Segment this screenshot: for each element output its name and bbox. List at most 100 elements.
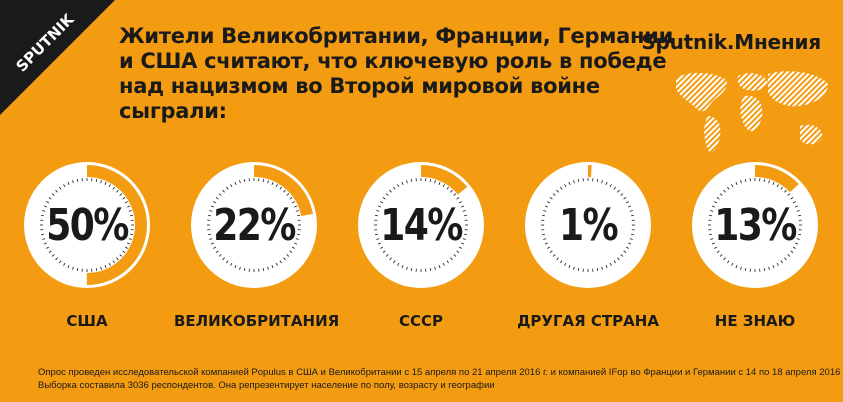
gauge-tick — [784, 257, 787, 261]
gauge-tick — [790, 197, 794, 200]
gauge-tick — [222, 257, 225, 261]
gauge-tick — [262, 267, 265, 272]
gauge-category-label: ВЕЛИКОБРИТАНИЯ — [174, 312, 340, 330]
gauge-tick — [716, 250, 720, 253]
gauge-tick — [207, 233, 212, 236]
gauge-tick — [797, 214, 802, 217]
gauge-tick — [792, 246, 796, 249]
gauge-tick — [790, 250, 794, 253]
gauge-tick — [723, 257, 726, 261]
gauge-tick — [376, 210, 380, 212]
gauge-tick — [438, 265, 441, 269]
gauge-tick — [723, 189, 726, 193]
gauge-tick — [380, 246, 384, 249]
gauge-tick — [613, 260, 616, 264]
gauge-tick — [577, 178, 580, 183]
gauge-tick — [629, 238, 633, 240]
gauge-tick — [374, 233, 379, 236]
gauge-value-label: 14% — [380, 199, 463, 251]
gauge-tick — [711, 205, 715, 208]
gauge-tick — [625, 246, 629, 249]
gauge-tick — [787, 193, 791, 196]
gauge-tick — [215, 250, 219, 253]
gauge-tick — [389, 257, 392, 261]
gauge-tick — [776, 262, 779, 266]
gauge-tick — [213, 201, 217, 204]
gauge-tick — [218, 193, 222, 196]
gauge-tick — [708, 233, 713, 236]
gauge-tick — [210, 242, 214, 245]
gauge-tick — [549, 197, 553, 200]
gauge-tick — [122, 250, 126, 253]
gauge-category-label: СССР — [398, 312, 444, 330]
gauge-tick — [226, 260, 229, 264]
gauge-tick — [446, 186, 449, 190]
gauge-tick — [596, 267, 599, 272]
gauge-tick — [628, 205, 632, 208]
gauge-tick — [620, 193, 624, 196]
gauge-tick — [429, 267, 432, 272]
gauge-tick — [63, 262, 66, 266]
gauge-tick — [776, 184, 779, 188]
gauge-tick — [406, 266, 408, 270]
gauge-inner-disc — [44, 182, 130, 268]
gauge-tick — [544, 205, 548, 208]
gauge-tick — [740, 180, 742, 184]
gauge-tick — [560, 186, 563, 190]
gauge-tick — [124, 246, 128, 249]
gauge-tick — [48, 250, 52, 253]
gauge-tick — [42, 238, 46, 240]
gauge-tick — [243, 178, 246, 183]
gauge-tick — [209, 210, 213, 212]
gauge-tick — [295, 210, 299, 212]
gauge-tick — [116, 257, 119, 261]
gauge-tick — [623, 197, 627, 200]
gauge-tick — [210, 205, 214, 208]
gauge-tick — [100, 266, 102, 270]
gauge-tick — [376, 238, 380, 240]
gauge-tick — [275, 184, 278, 188]
gauge-tick — [128, 238, 132, 240]
gauge-tick — [577, 267, 580, 272]
gauge-progress-arc — [528, 165, 648, 285]
gauge-tick — [541, 214, 546, 217]
gauge-tick — [215, 197, 219, 200]
gauge-tick — [556, 257, 559, 261]
gauge-tick — [772, 181, 775, 185]
gauge-tick — [55, 189, 58, 193]
footnote: Опрос проведен исследовательской компани… — [38, 366, 843, 392]
gauge-tick — [410, 178, 413, 183]
gauge-tick — [735, 265, 738, 269]
gauge-tick — [104, 265, 107, 269]
sputnik-logo[interactable]: SPUTNIK — [0, 0, 115, 115]
gauge-tick — [763, 267, 766, 272]
gauge-tick — [207, 214, 212, 217]
gauge-value-label: 13% — [714, 199, 797, 251]
gauge-tick — [429, 178, 432, 183]
gauge-tick — [714, 246, 718, 249]
footnote-line-2: Выборка составила 3036 респондентов. Она… — [38, 380, 495, 391]
gauge-tick — [620, 254, 624, 257]
gauge-category-label: НЕ ЗНАЮ — [714, 312, 796, 330]
gauge-tick — [463, 233, 468, 236]
gauge-tick — [735, 181, 738, 185]
gauge-tick — [46, 246, 50, 249]
gauge-tick — [51, 254, 55, 257]
gauge-tick — [617, 257, 620, 261]
gauge-tick — [230, 184, 233, 188]
gauge-2: 14% — [354, 158, 488, 292]
gauge-tick — [112, 260, 115, 264]
footnote-line-1: Опрос проведен исследовательской компани… — [38, 367, 843, 378]
gauge-tick — [629, 210, 633, 212]
gauge-tick — [401, 265, 404, 269]
gauge-tick — [271, 265, 274, 269]
gauge-tick — [51, 193, 55, 196]
gauge-tick — [727, 186, 730, 190]
gauge-tick — [456, 250, 460, 253]
gauge-tick — [605, 181, 608, 185]
gauge-tick — [462, 210, 466, 212]
gauge-tick — [438, 181, 441, 185]
gauge-tick — [267, 266, 269, 270]
gauge-tick — [112, 186, 115, 190]
gauge-tick — [76, 267, 79, 272]
